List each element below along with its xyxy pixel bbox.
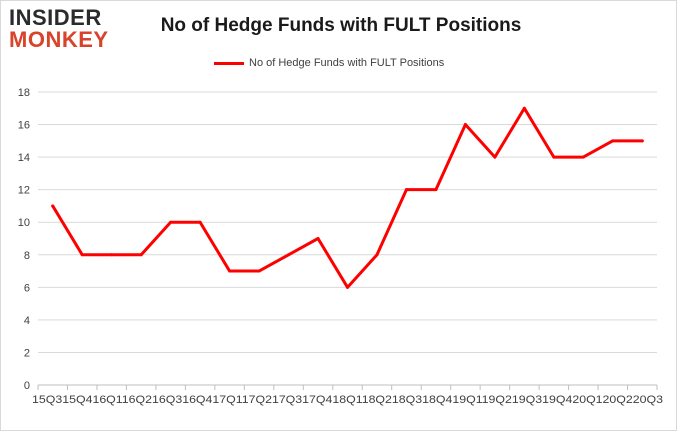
data-point [404, 188, 408, 192]
y-tick-label: 10 [18, 217, 30, 229]
data-point [375, 253, 379, 257]
series-line [51, 106, 644, 289]
y-tick-labels: 0 2 4 6 8 10 12 14 16 18 [18, 87, 30, 392]
data-point [346, 285, 349, 289]
legend-swatch [214, 61, 244, 65]
data-point [139, 253, 143, 257]
chart-title: No of Hedge Funds with FULT Positions [160, 15, 522, 36]
y-tick-label: 2 [24, 347, 30, 359]
data-point [581, 155, 585, 159]
logo-text-insider: INSIDER [9, 5, 102, 30]
axes [37, 384, 658, 390]
data-point [287, 253, 291, 257]
data-point [110, 253, 114, 257]
y-tick-label: 12 [18, 185, 30, 197]
data-point [51, 204, 55, 208]
data-point [80, 253, 84, 257]
data-point [463, 123, 467, 127]
y-tick-label: 16 [18, 120, 30, 132]
series-layer [51, 106, 644, 289]
data-point [522, 106, 526, 110]
data-point [611, 139, 615, 143]
y-tick-label: 4 [24, 315, 30, 327]
x-tick-labels: 15Q315Q416Q116Q216Q316Q417Q117Q217Q317Q4… [32, 394, 663, 406]
data-point [169, 220, 173, 224]
data-point [257, 269, 261, 273]
data-point [640, 139, 644, 143]
data-point [493, 155, 497, 159]
data-point [228, 269, 232, 273]
x-tick-labels-text: 15Q315Q416Q116Q216Q316Q417Q117Q217Q317Q4… [32, 394, 663, 406]
y-tick-label: 6 [24, 282, 30, 294]
logo-text-monkey: MONKEY [9, 27, 109, 52]
data-point [198, 220, 202, 224]
data-point [434, 188, 438, 192]
legend-label: No of Hedge Funds with FULT Positions [249, 57, 445, 69]
y-tick-label: 0 [24, 380, 30, 392]
y-tick-label: 8 [24, 250, 30, 262]
chart-legend: No of Hedge Funds with FULT Positions [214, 55, 444, 71]
insider-monkey-logo: INSIDER MONKEY [9, 7, 127, 53]
data-point [316, 237, 320, 240]
gridlines [38, 91, 657, 353]
y-tick-label: 14 [18, 152, 30, 164]
y-tick-label: 18 [18, 87, 30, 99]
data-point [552, 155, 556, 159]
